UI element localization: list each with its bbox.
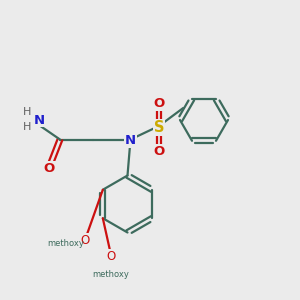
Text: O: O [81,233,90,247]
Text: methoxy: methoxy [48,238,84,247]
Text: O: O [106,250,116,263]
Text: H: H [23,107,31,117]
Text: S: S [154,120,164,135]
Text: methoxy: methoxy [93,270,129,279]
Text: N: N [33,113,45,127]
Text: H: H [23,122,31,132]
Text: N: N [125,134,136,148]
Text: O: O [44,161,55,175]
Text: O: O [153,145,165,158]
Text: O: O [153,97,165,110]
